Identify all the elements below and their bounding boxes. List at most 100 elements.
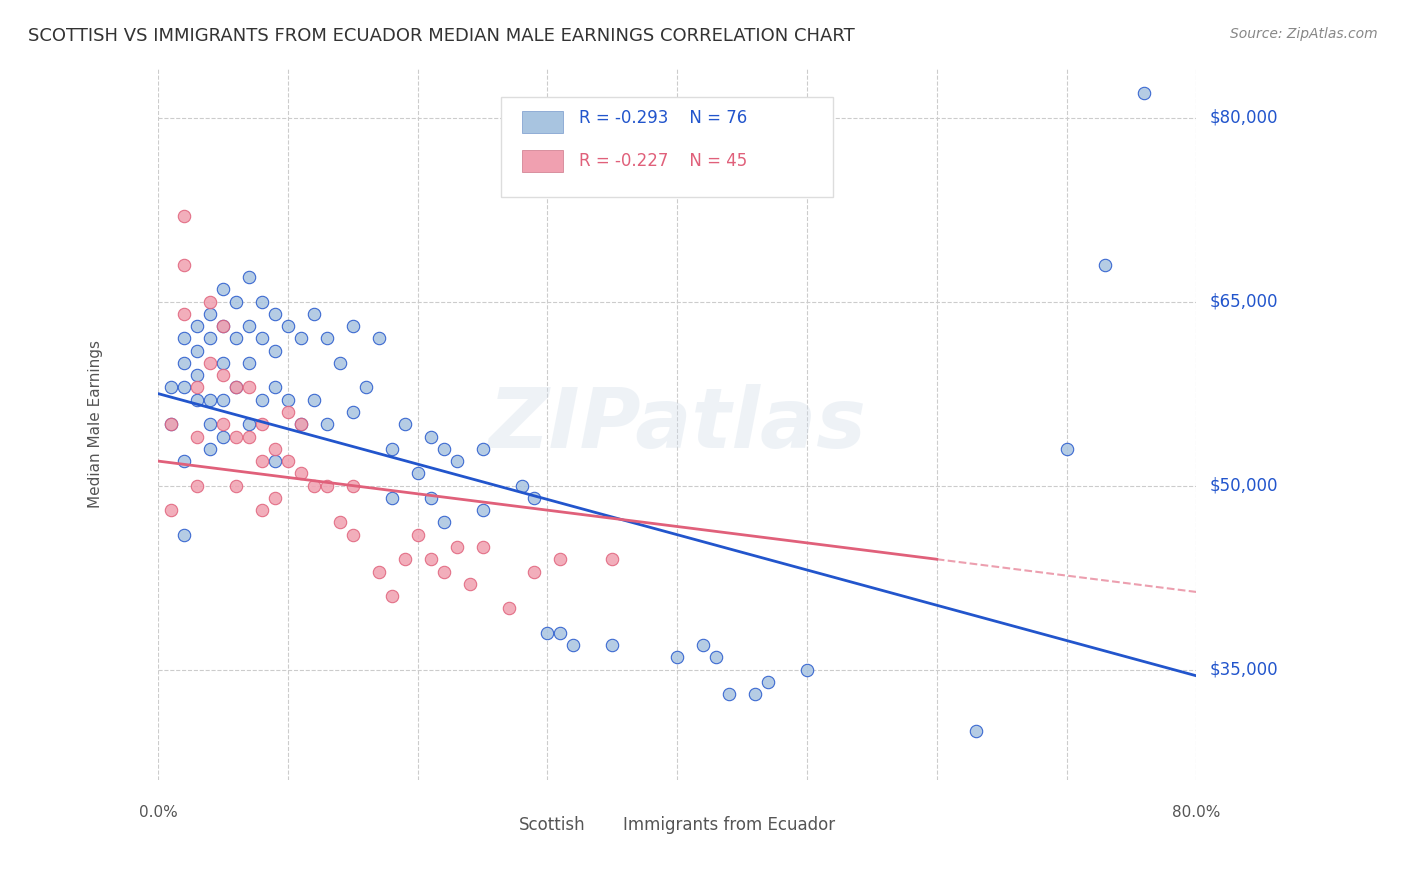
- Point: [186, 319, 208, 334]
- Point: [160, 380, 183, 394]
- Point: [186, 343, 208, 358]
- Point: [329, 356, 352, 370]
- Point: [212, 319, 235, 334]
- Text: $50,000: $50,000: [1209, 476, 1278, 495]
- Point: [160, 503, 183, 517]
- Point: [290, 417, 312, 432]
- Point: [290, 467, 312, 481]
- Point: [1133, 86, 1156, 100]
- Text: 0.0%: 0.0%: [139, 805, 177, 820]
- Point: [173, 331, 195, 345]
- Point: [264, 491, 287, 505]
- Point: [186, 380, 208, 394]
- Point: [550, 552, 572, 566]
- Point: [212, 368, 235, 383]
- Point: [173, 527, 195, 541]
- Point: [419, 552, 441, 566]
- Text: Median Male Earnings: Median Male Earnings: [89, 340, 104, 508]
- Point: [198, 331, 221, 345]
- Point: [342, 405, 364, 419]
- Point: [433, 442, 456, 456]
- Point: [186, 478, 208, 492]
- Point: [250, 417, 273, 432]
- Point: [264, 343, 287, 358]
- Point: [225, 294, 247, 309]
- Point: [212, 417, 235, 432]
- Point: [302, 478, 325, 492]
- Point: [342, 527, 364, 541]
- Point: [718, 687, 741, 701]
- Point: [225, 478, 247, 492]
- Text: SCOTTISH VS IMMIGRANTS FROM ECUADOR MEDIAN MALE EARNINGS CORRELATION CHART: SCOTTISH VS IMMIGRANTS FROM ECUADOR MEDI…: [28, 27, 855, 45]
- Point: [173, 356, 195, 370]
- Point: [212, 356, 235, 370]
- Point: [290, 331, 312, 345]
- Point: [523, 491, 546, 505]
- Point: [225, 380, 247, 394]
- Text: Scottish: Scottish: [519, 815, 586, 834]
- Point: [419, 491, 441, 505]
- Point: [1094, 258, 1116, 272]
- Point: [433, 565, 456, 579]
- Point: [238, 356, 260, 370]
- Text: $65,000: $65,000: [1209, 293, 1278, 310]
- Text: $35,000: $35,000: [1209, 661, 1278, 679]
- Point: [394, 417, 416, 432]
- Point: [198, 442, 221, 456]
- Point: [186, 429, 208, 443]
- Point: [198, 307, 221, 321]
- Point: [342, 478, 364, 492]
- FancyBboxPatch shape: [522, 151, 562, 171]
- Point: [212, 429, 235, 443]
- Point: [238, 319, 260, 334]
- Point: [602, 638, 624, 652]
- Point: [225, 331, 247, 345]
- FancyBboxPatch shape: [636, 801, 678, 819]
- Text: R = -0.227    N = 45: R = -0.227 N = 45: [579, 152, 747, 170]
- Point: [562, 638, 585, 652]
- Point: [225, 429, 247, 443]
- Point: [315, 478, 337, 492]
- Point: [264, 307, 287, 321]
- Point: [290, 417, 312, 432]
- Point: [264, 442, 287, 456]
- Point: [704, 650, 727, 665]
- Point: [212, 282, 235, 296]
- Point: [433, 516, 456, 530]
- Text: 80.0%: 80.0%: [1173, 805, 1220, 820]
- Point: [173, 380, 195, 394]
- Point: [250, 503, 273, 517]
- Point: [602, 552, 624, 566]
- Point: [536, 625, 558, 640]
- Text: ZIPatlas: ZIPatlas: [488, 384, 866, 465]
- Point: [381, 491, 404, 505]
- Point: [198, 417, 221, 432]
- Point: [354, 380, 377, 394]
- Point: [756, 674, 779, 689]
- Point: [315, 331, 337, 345]
- Point: [550, 625, 572, 640]
- Point: [198, 392, 221, 407]
- Point: [264, 380, 287, 394]
- Point: [250, 331, 273, 345]
- Point: [498, 601, 520, 615]
- Point: [198, 294, 221, 309]
- Text: R = -0.293    N = 76: R = -0.293 N = 76: [579, 110, 747, 128]
- FancyBboxPatch shape: [522, 112, 562, 133]
- Point: [381, 442, 404, 456]
- Point: [277, 392, 299, 407]
- Point: [394, 552, 416, 566]
- FancyBboxPatch shape: [501, 97, 832, 196]
- Point: [510, 478, 533, 492]
- Point: [173, 307, 195, 321]
- Point: [471, 442, 494, 456]
- Point: [381, 589, 404, 603]
- Point: [367, 565, 389, 579]
- Point: [186, 392, 208, 407]
- Point: [692, 638, 714, 652]
- Point: [458, 576, 481, 591]
- Point: [666, 650, 689, 665]
- Text: $80,000: $80,000: [1209, 109, 1278, 127]
- Point: [198, 356, 221, 370]
- Text: Immigrants from Ecuador: Immigrants from Ecuador: [623, 815, 835, 834]
